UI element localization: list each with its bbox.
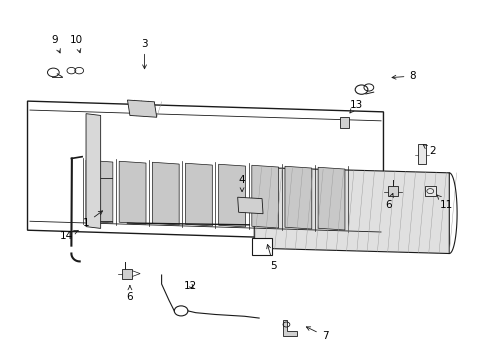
Polygon shape [387, 186, 397, 196]
Polygon shape [122, 269, 132, 279]
Polygon shape [251, 165, 278, 228]
Text: 14: 14 [60, 230, 78, 240]
Polygon shape [282, 320, 297, 336]
Text: 10: 10 [70, 35, 82, 53]
Polygon shape [218, 164, 245, 227]
Polygon shape [185, 163, 212, 226]
Polygon shape [86, 114, 101, 228]
Polygon shape [86, 160, 113, 223]
Polygon shape [152, 162, 179, 225]
Text: 8: 8 [391, 71, 415, 81]
Text: 4: 4 [238, 175, 245, 192]
Text: 2: 2 [422, 145, 435, 156]
Polygon shape [119, 161, 146, 224]
Text: 12: 12 [184, 281, 197, 291]
Text: 13: 13 [349, 100, 363, 113]
Polygon shape [285, 166, 311, 229]
Text: 5: 5 [266, 244, 277, 271]
Polygon shape [254, 167, 448, 253]
Polygon shape [127, 100, 157, 117]
Polygon shape [27, 101, 383, 241]
Polygon shape [251, 238, 272, 255]
Polygon shape [417, 144, 426, 164]
Polygon shape [318, 167, 344, 230]
Polygon shape [132, 271, 140, 276]
Polygon shape [424, 186, 435, 196]
Text: 3: 3 [141, 39, 147, 69]
Text: 9: 9 [51, 35, 60, 53]
Text: 7: 7 [305, 327, 327, 341]
Text: 11: 11 [436, 195, 452, 210]
Polygon shape [339, 117, 348, 128]
Polygon shape [237, 197, 263, 214]
Text: 6: 6 [126, 286, 133, 302]
Text: 6: 6 [384, 193, 392, 210]
Text: 1: 1 [82, 211, 102, 228]
